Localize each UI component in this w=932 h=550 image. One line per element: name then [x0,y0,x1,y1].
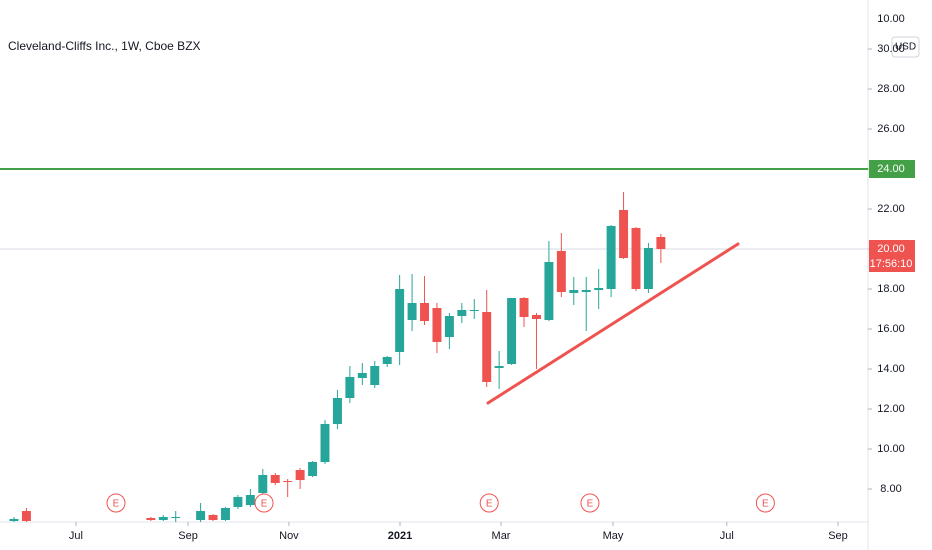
earnings-label: E [261,499,268,510]
currency-label[interactable]: USD [895,42,916,53]
x-tick-label: 2021 [388,530,412,542]
y-tick-label: 18.00 [877,283,905,295]
x-tick-label: Jul [720,530,734,542]
candle-body [158,517,168,520]
candle-body [631,228,641,289]
candle-body [270,475,280,483]
earnings-marker [106,493,126,513]
x-tick-label: Sep [828,530,848,542]
candle-body [469,310,479,311]
earnings-label: E [587,499,594,510]
y-tick-label: 30.00 [877,43,905,55]
candle-body [295,470,305,480]
top-price-label: 10.00 [877,13,905,25]
candle-body [581,290,591,292]
candle-body [444,316,454,337]
countdown-label: 17:56:10 [870,258,913,270]
candle-body [258,475,268,493]
candle-body [320,424,330,462]
candle-body [544,262,554,320]
y-tick-label: 8.00 [880,483,901,495]
candle-body [370,366,380,385]
earnings-marker [254,493,274,513]
x-tick-label: Mar [492,530,511,542]
y-tick-label: 10.00 [877,443,905,455]
earnings-marker [755,493,775,513]
candle-body [494,366,504,368]
candle-body [233,497,243,507]
candle-body [643,248,653,289]
candle-body [21,511,31,521]
last-price-box [869,240,915,272]
candle-body [146,518,156,520]
earnings-label: E [762,499,769,510]
candle-body [382,357,392,364]
candle-body [420,303,429,321]
candle-body [332,398,342,424]
y-tick-label: 22.00 [877,203,905,215]
candle-body [531,315,541,319]
candle-body [656,237,666,249]
currency-button[interactable] [891,36,920,58]
candle-body [9,519,19,521]
earnings-label: E [113,499,120,510]
plot [0,168,868,522]
candle-body [245,495,255,505]
candle-body [619,210,629,258]
candle-body [283,481,293,482]
earnings-marker [479,493,499,513]
candle-body [357,373,367,378]
x-tick-label: Sep [178,530,198,542]
x-tick-label: Jul [69,530,83,542]
level-label: 24.00 [877,163,905,175]
x-tick-label: Nov [279,530,299,542]
y-tick-label: 28.00 [877,83,905,95]
x-tick-label: May [603,530,624,542]
y-tick-label: 26.00 [877,123,905,135]
candle-body [432,308,442,342]
candle-body [569,290,579,293]
earnings-label: E [486,499,493,510]
candle-body [208,515,218,520]
candle-body [519,298,529,317]
candle-body [556,251,566,292]
candle-body [507,298,517,364]
earnings-marker [580,493,600,513]
level-label-box [869,160,915,178]
y-tick-label: 12.00 [877,403,905,415]
candle-body [407,303,417,320]
trendline [486,242,740,405]
y-tick-label: 14.00 [877,363,905,375]
last-price-label: 20.00 [877,243,905,255]
candle-body [196,511,206,520]
candle-body [308,462,318,476]
candle-body [594,288,604,290]
symbol-legend: Cleveland-Cliffs Inc., 1W, Cboe BZX [8,39,201,53]
candle-body [395,289,405,352]
candle-body [171,517,181,518]
y-tick-label: 16.00 [877,323,905,335]
candle-body [457,310,467,316]
candle-body [482,312,492,382]
candle-body [345,377,355,398]
candle-body [606,226,616,289]
candle-body [220,508,230,520]
